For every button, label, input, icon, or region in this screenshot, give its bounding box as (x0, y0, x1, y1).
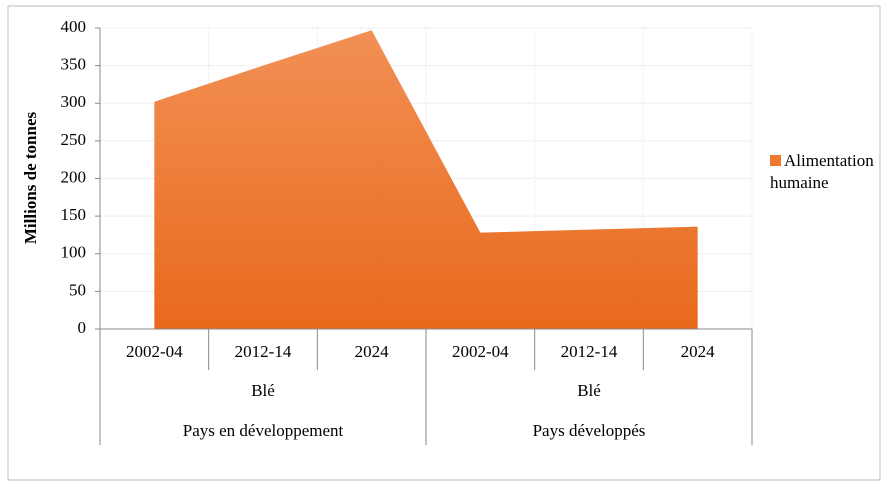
y-tick-label: 150 (61, 205, 87, 224)
legend-swatch (770, 155, 781, 166)
x-tick-label: 2002-04 (126, 342, 183, 361)
x-tick-label: 2012-14 (235, 342, 292, 361)
y-tick-label: 250 (61, 130, 87, 149)
y-tick-label: 0 (78, 318, 87, 337)
group-label: Pays développés (533, 421, 646, 440)
x-tick-label: 2012-14 (561, 342, 618, 361)
area (154, 30, 698, 329)
y-tick-label: 200 (61, 167, 87, 186)
y-tick-label: 300 (61, 92, 87, 111)
x-tick-label: 2024 (355, 342, 390, 361)
legend: Alimentation humaine (770, 150, 880, 194)
y-tick-label: 400 (61, 17, 87, 36)
group-label: Blé (577, 381, 601, 400)
chart-border (7, 5, 881, 481)
y-tick-label: 50 (69, 280, 86, 299)
x-tick-label: 2002-04 (452, 342, 509, 361)
group-label: Blé (251, 381, 275, 400)
y-axis-label: Millions de tonnes (21, 112, 40, 245)
x-tick-label: 2024 (681, 342, 716, 361)
y-tick-label: 100 (61, 243, 87, 262)
group-label: Pays en développement (183, 421, 344, 440)
y-tick-label: 350 (61, 55, 87, 74)
legend-label: Alimentation humaine (770, 151, 874, 192)
